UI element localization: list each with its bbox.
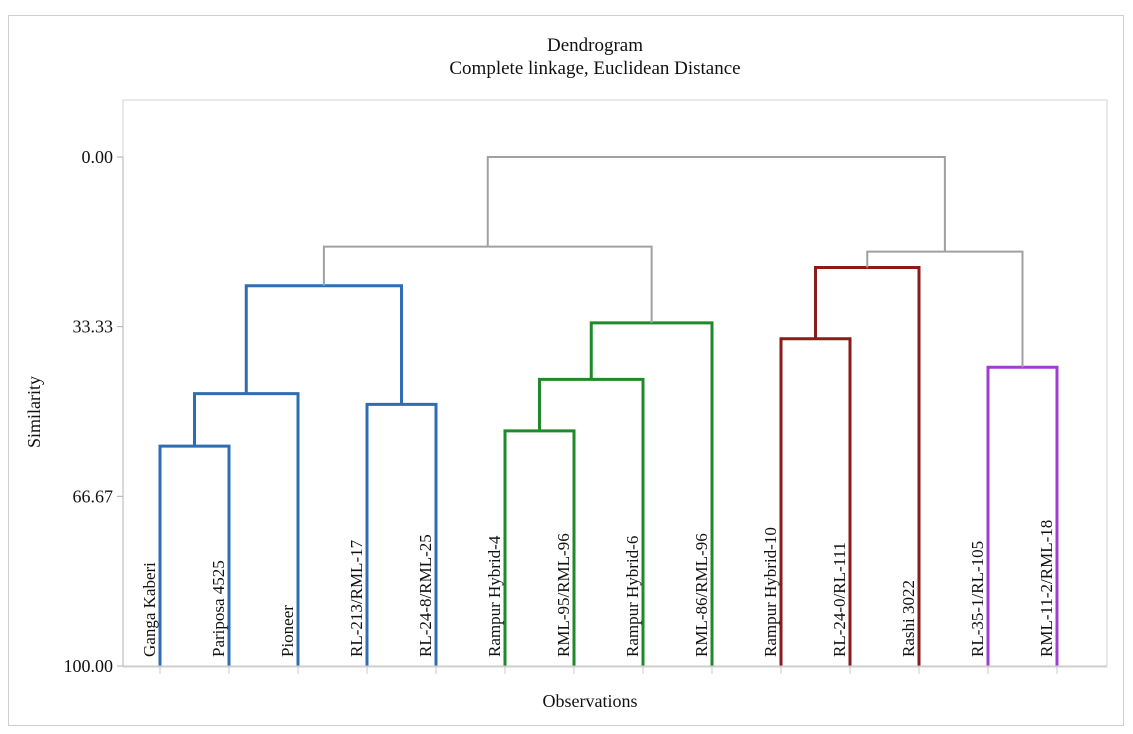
leaf-label: RL-213/RML-17: [347, 539, 366, 657]
leaf-label: RL-24-0/RL-111: [830, 542, 849, 657]
y-axis-label: Similarity: [24, 376, 44, 448]
chart-frame: [8, 15, 1124, 726]
leaf-label: RML-95/RML-96: [554, 533, 573, 657]
leaf-label: RL-35-1/RL-105: [968, 541, 987, 657]
merge-link: [244, 284, 403, 405]
leaf-label: RML-11-2/RML-18: [1037, 520, 1056, 657]
dendrogram-links: [158, 156, 1059, 666]
leaf-label: Rampur Hybrid-6: [623, 536, 642, 657]
x-axis-label: Observations: [543, 691, 638, 711]
leaf-label: Rampur Hybrid-4: [485, 535, 504, 657]
leaf-label: Rampur Hybrid-10: [761, 527, 780, 657]
x-axis-ticks: [123, 665, 1107, 674]
leaf-label: Rashi 3022: [899, 580, 918, 657]
leaf-label: Pioneer: [278, 605, 297, 657]
y-tick-label: 33.33: [73, 317, 114, 337]
merge-link: [486, 156, 946, 252]
merge-link: [866, 250, 1024, 368]
y-tick-label: 0.00: [82, 147, 114, 167]
plot-area-border: [122, 99, 1108, 668]
y-tick-label: 66.67: [73, 486, 114, 506]
leaf-label: RL-24-8/RML-25: [416, 534, 435, 657]
leaf-label: RML-86/RML-96: [692, 533, 711, 657]
y-axis: 0.00 33.33 66.67 100.00: [64, 147, 124, 676]
leaf-label: Pariposa 4525: [209, 560, 228, 657]
y-tick-label: 100.00: [64, 656, 114, 676]
chart-subtitle: Complete linkage, Euclidean Distance: [449, 58, 740, 79]
leaf-label: Ganga Kaberi: [140, 562, 159, 657]
leaf-labels: Ganga Kaberi Pariposa 4525 Pioneer RL-213/R…: [140, 520, 1056, 657]
chart-title: Dendrogram: [547, 35, 643, 56]
